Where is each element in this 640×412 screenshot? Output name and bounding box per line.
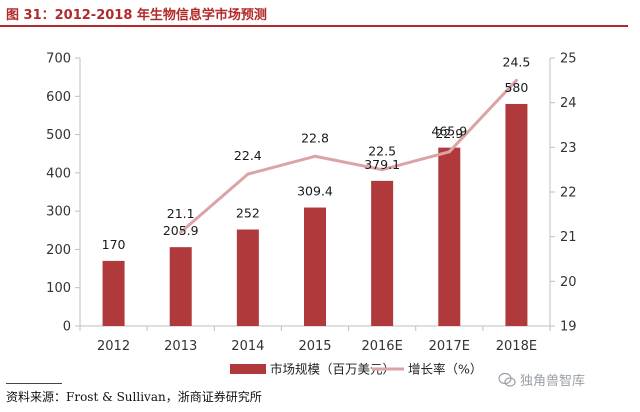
y-left-tick-label: 700 xyxy=(46,52,71,67)
x-tick-label: 2017E xyxy=(429,339,470,354)
watermark: 独角兽智库 xyxy=(498,370,585,389)
axes: 0 100 200 300 400 500 600 700 19 20 21 22 23 24 25 2012… xyxy=(46,52,576,355)
bar xyxy=(304,207,326,326)
bar-value-label: 170 xyxy=(102,237,126,252)
x-tick-label: 2014 xyxy=(231,339,264,354)
growth-value-label: 22.9 xyxy=(435,126,463,141)
y-left-tick-label: 600 xyxy=(46,90,71,105)
bar-value-label: 465.9 xyxy=(431,124,467,139)
growth-point xyxy=(380,168,384,172)
x-tick-label: 2013 xyxy=(164,339,197,354)
growth-point xyxy=(514,78,518,82)
data-labels: 170 205.9 252 309.4 379.1 465.9 580 21.1 22.4 22.… xyxy=(102,54,531,252)
y-right-tick-label: 24 xyxy=(560,96,577,111)
growth-point xyxy=(179,230,183,234)
bar-value-label: 252 xyxy=(236,206,260,221)
bar xyxy=(371,180,394,326)
x-tick-label: 2018E xyxy=(496,339,537,354)
y-left-tick-label: 0 xyxy=(63,320,71,335)
title-rule xyxy=(0,25,628,27)
y-right-tick-label: 23 xyxy=(560,141,577,156)
y-left-tick-label: 400 xyxy=(46,166,71,181)
y-left-tick-label: 200 xyxy=(46,243,71,258)
growth-value-label: 22.5 xyxy=(368,144,396,159)
growth-point xyxy=(313,154,317,158)
bar-value-label: 205.9 xyxy=(163,223,199,238)
bar xyxy=(102,260,125,326)
growth-line xyxy=(179,79,518,234)
chat-bubble-icon xyxy=(498,372,516,387)
growth-point xyxy=(447,150,451,154)
growth-value-label: 22.8 xyxy=(301,130,329,145)
y-right-tick-label: 22 xyxy=(560,186,577,201)
bar-value-label: 309.4 xyxy=(297,184,333,199)
legend-swatch-bar xyxy=(230,364,266,374)
y-left-tick-label: 100 xyxy=(46,281,71,296)
y-right-tick-label: 25 xyxy=(560,52,577,67)
y-right-tick-label: 21 xyxy=(560,230,577,245)
growth-value-label: 22.4 xyxy=(234,148,262,163)
growth-value-label: 24.5 xyxy=(503,54,531,69)
legend-label-bar: 市场规模（百万美元） xyxy=(270,362,395,377)
source-note: 资料来源：Frost & Sullivan，浙商证券研究所 xyxy=(6,390,262,404)
legend-label-line: 增长率（%） xyxy=(408,362,482,377)
bar xyxy=(438,147,461,326)
bar-value-label: 580 xyxy=(504,80,528,95)
bar xyxy=(236,229,259,326)
bar xyxy=(169,247,192,326)
y-right-tick-label: 20 xyxy=(560,275,577,290)
growth-value-label: 21.1 xyxy=(167,206,195,221)
y-left-tick-label: 500 xyxy=(46,128,71,143)
source-rule xyxy=(6,383,62,384)
x-tick-label: 2016E xyxy=(361,339,402,354)
y-left-tick-label: 300 xyxy=(46,205,71,220)
line-series xyxy=(179,78,518,234)
x-tick-label: 2015 xyxy=(298,339,331,354)
legend: 市场规模（百万美元） 增长率（%） xyxy=(230,362,482,377)
bar-series xyxy=(102,103,528,326)
bar xyxy=(505,103,528,326)
y-right-tick-label: 19 xyxy=(560,320,577,335)
growth-point xyxy=(246,172,250,176)
bar-value-label: 379.1 xyxy=(364,157,400,172)
chart-title: 图 31：2012-2018 年生物信息学市场预测 xyxy=(6,8,267,23)
x-tick-label: 2012 xyxy=(97,339,130,354)
watermark-text: 独角兽智库 xyxy=(520,374,586,389)
